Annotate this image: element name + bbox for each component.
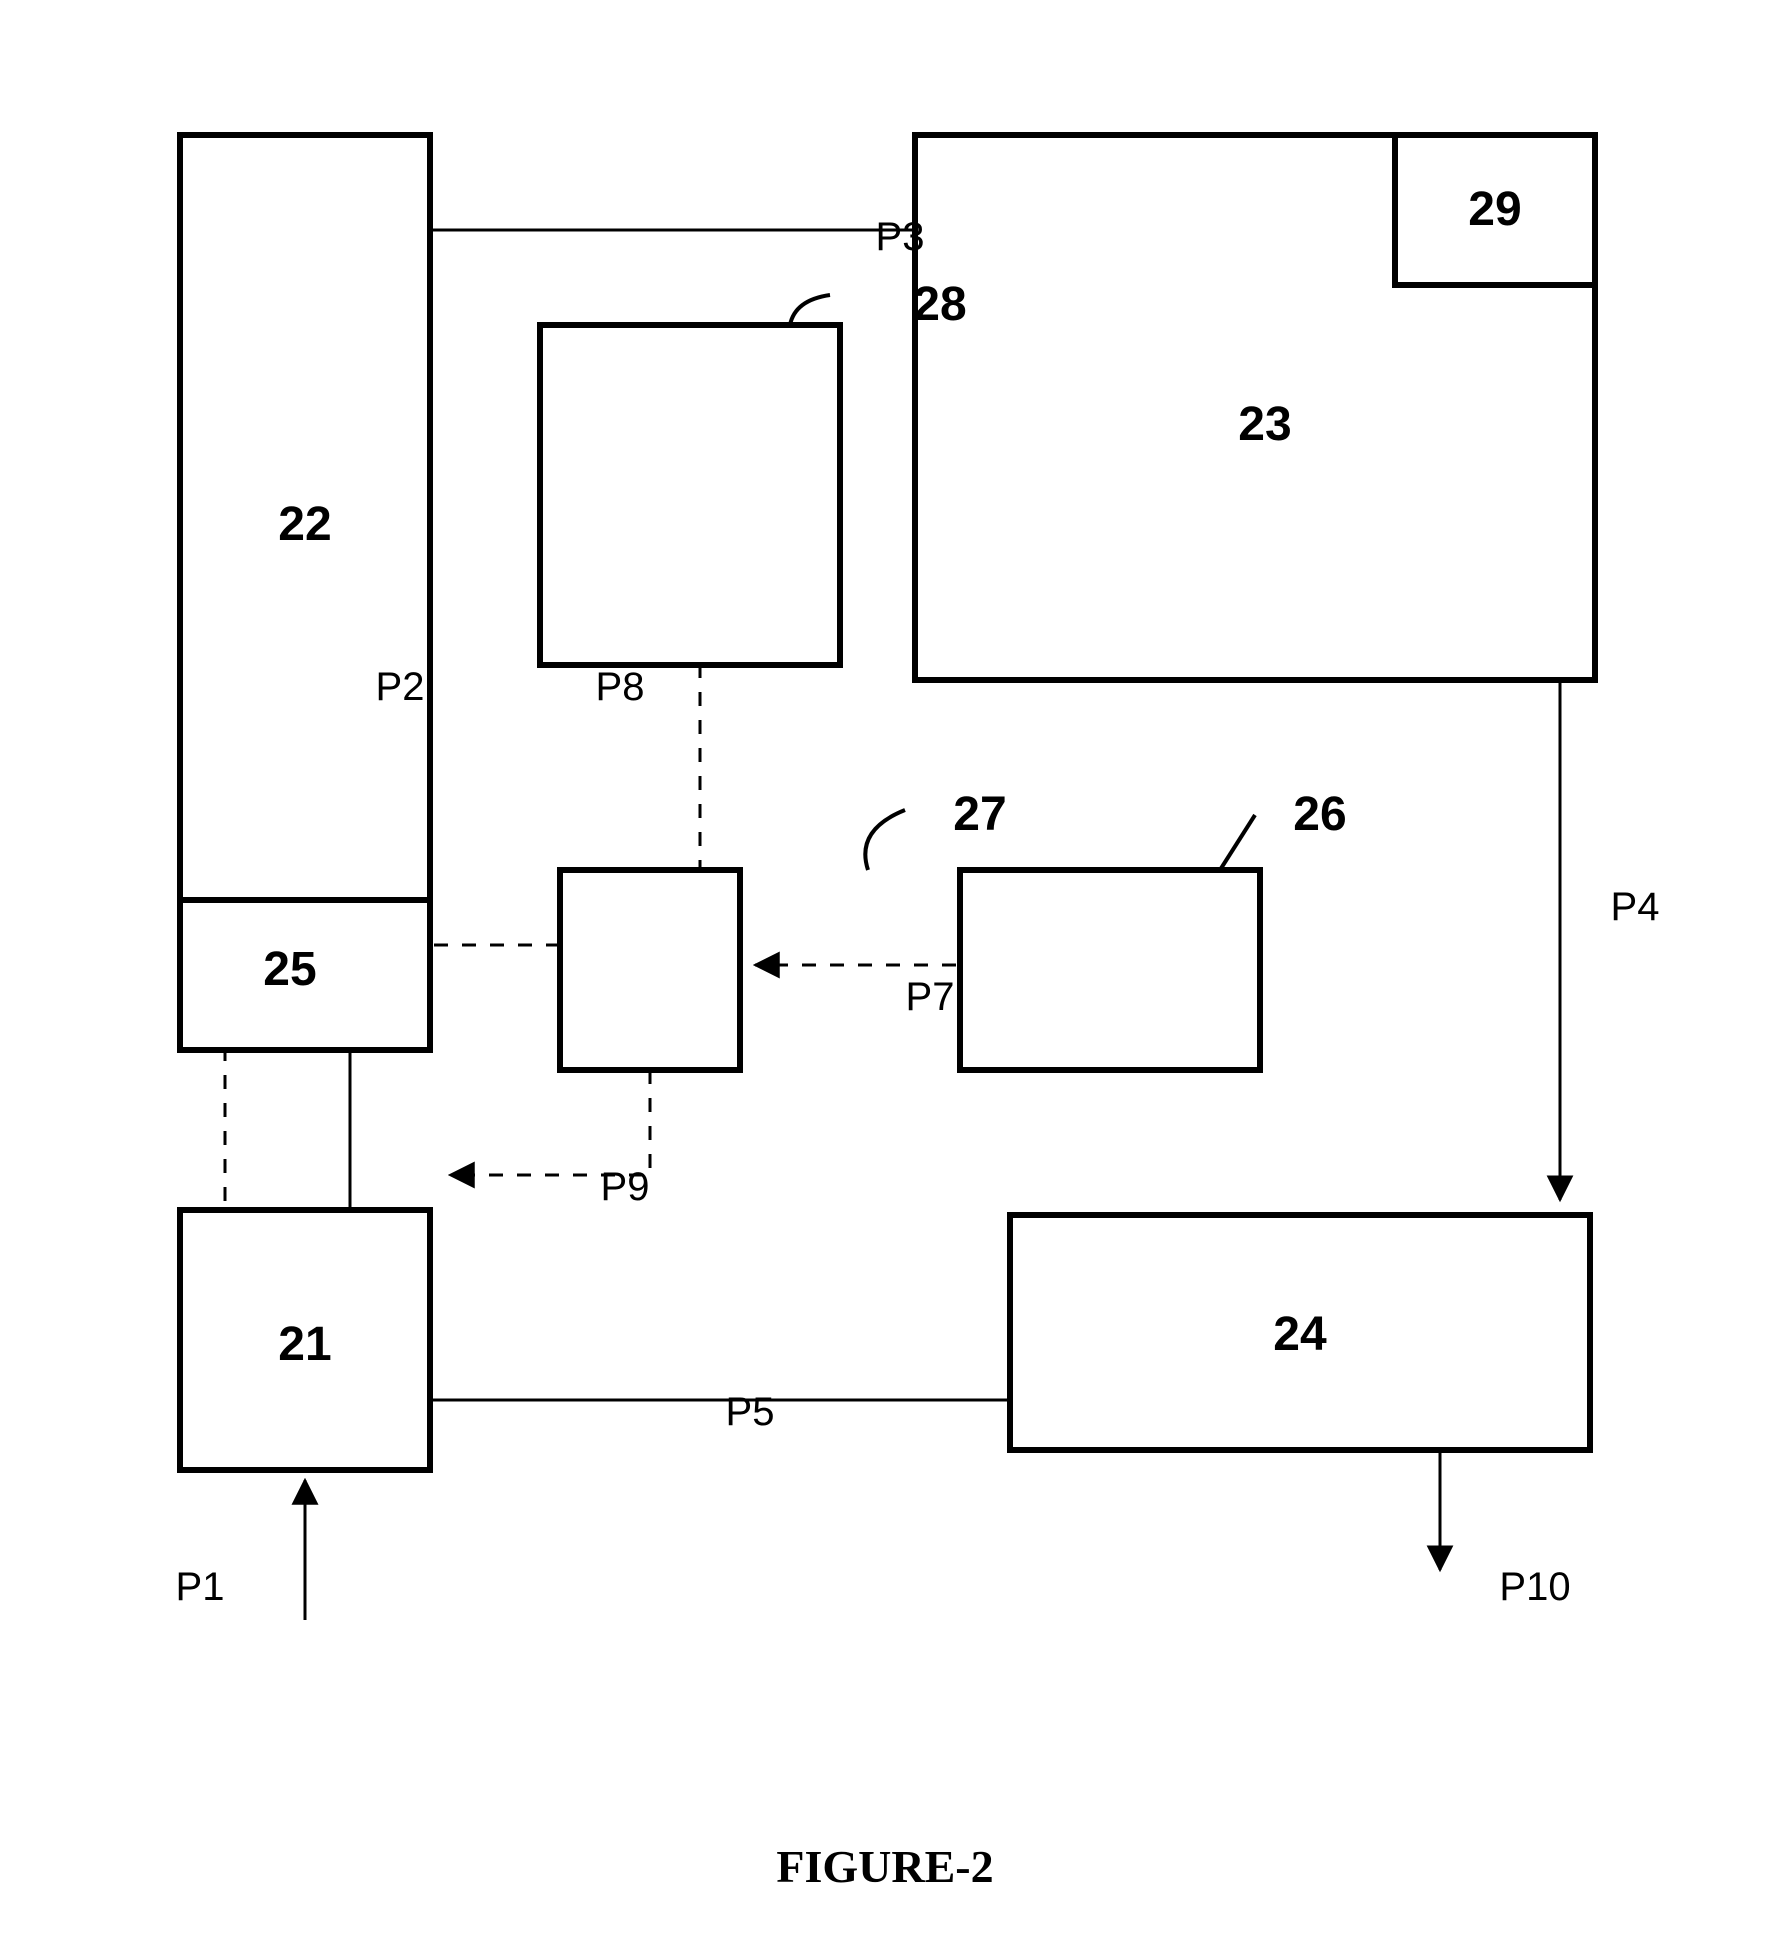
box-label-n24: 24 (1273, 1308, 1327, 1361)
figure-2-diagram: 21 22 23 24 25 29 P1 P2 P3 P4 P5 P7 P8 P9 P10 26 27 28 FI… (0, 0, 1770, 1935)
box-label-n21: 21 (278, 1318, 331, 1371)
external-label-26: 26 (1293, 788, 1346, 841)
edge-label-P2: P2 (376, 665, 425, 709)
diagram-svg: 21 22 23 24 25 29 P1 P2 P3 P4 P5 P7 P8 P9 P10 26 27 28 (0, 0, 1770, 1935)
boxes-layer (180, 135, 1595, 1470)
box-label-n22: 22 (278, 498, 331, 551)
edge-label-P5: P5 (726, 1390, 775, 1434)
box-n28 (540, 325, 840, 665)
edge-label-P4: P4 (1611, 885, 1660, 929)
box-label-n29: 29 (1468, 183, 1521, 236)
leader-26 (1220, 815, 1255, 870)
box-label-n23: 23 (1238, 398, 1291, 451)
box-label-n25: 25 (263, 943, 316, 996)
leader-27 (865, 810, 905, 870)
box-n27 (560, 870, 740, 1070)
figure-caption: FIGURE-2 (0, 1840, 1770, 1893)
edge-P9 (450, 1070, 650, 1175)
edge-label-P9: P9 (601, 1165, 650, 1209)
edge-label-P10: P10 (1499, 1565, 1570, 1609)
edge-label-P1: P1 (176, 1565, 225, 1609)
edge-label-P7: P7 (906, 975, 955, 1019)
leader-28 (790, 295, 830, 325)
edge-label-P8: P8 (596, 665, 645, 709)
edge-label-P3: P3 (876, 215, 925, 259)
external-label-27: 27 (953, 788, 1006, 841)
box-n26 (960, 870, 1260, 1070)
external-label-28: 28 (913, 278, 966, 331)
